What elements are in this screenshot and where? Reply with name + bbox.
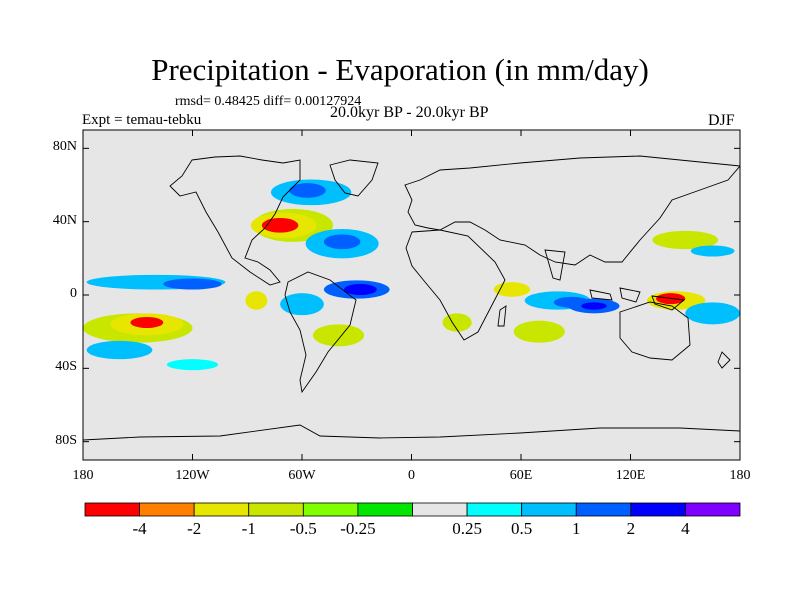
field-southern-ocean-wet [166, 359, 219, 371]
field-mid-atlantic-wet-core [323, 234, 361, 250]
colorbar-swatch [466, 502, 523, 517]
lat-label: 80S [55, 432, 77, 448]
colorbar [84, 502, 741, 517]
field-tropical-atlantic-deep [343, 284, 377, 295]
field-east-pacific-dry [245, 291, 268, 310]
field-central-pacific-wet-core [163, 278, 222, 290]
australia-coast [619, 301, 691, 361]
colorbar-swatch [139, 502, 195, 517]
colorbar-label: 2 [626, 519, 636, 538]
field-kuroshio-wet [690, 245, 735, 257]
antarctica-coast [83, 424, 740, 441]
madagascar-coast [497, 305, 507, 327]
colorbar-label: -4 [132, 519, 147, 538]
colorbar-swatch [412, 502, 468, 517]
plot-title: Precipitation - Evaporation (in mm/day) [151, 52, 649, 87]
lon-label: 180 [729, 468, 751, 483]
lon-label: 60W [288, 468, 316, 483]
field-east-africa-dry [493, 282, 531, 297]
field-southern-indian-dry [513, 320, 565, 343]
colorbar-label: -1 [241, 519, 256, 538]
field-indonesia-deep [581, 302, 607, 310]
field-north-atlantic-dry-center [261, 218, 299, 233]
period-label: 20.0kyr BP - 20.0kyr BP [330, 104, 489, 121]
colorbar-swatch [84, 502, 140, 517]
field-south-atlantic-dry [312, 324, 365, 347]
colorbar-swatch [193, 502, 250, 517]
colorbar-swatch [357, 502, 413, 517]
colorbar-swatch [630, 502, 686, 517]
field-south-pacific-dry-center [130, 317, 164, 328]
colorbar-label: 4 [681, 519, 690, 538]
colorbar-swatch [575, 502, 632, 517]
field-north-pacific-dry [652, 230, 719, 250]
map-background [83, 130, 740, 460]
coastlines [83, 155, 740, 441]
lat-label: 80N [52, 139, 77, 155]
lon-label: 120W [175, 468, 210, 483]
greenland-coast [329, 159, 379, 197]
maritime-continent-coast [589, 287, 686, 311]
north-america-coast [169, 155, 301, 286]
axis-ticks [82, 130, 741, 460]
south-america-coast [284, 271, 357, 394]
colorbar-label: -0.25 [340, 519, 376, 538]
field-south-pacific-wet [86, 340, 153, 360]
new-zealand-coast [717, 351, 731, 369]
lat-label: 40S [55, 359, 77, 375]
lon-label: 120E [615, 468, 646, 483]
lat-label: 40N [52, 212, 77, 228]
field-north-atlantic-wet-core [289, 183, 326, 198]
colorbar-swatch [521, 502, 577, 517]
field-west-pacific-wet [685, 302, 740, 325]
lat-label: 0 [70, 286, 77, 301]
season-label: DJF [708, 112, 735, 129]
colorbar-label: -2 [187, 519, 202, 538]
india-coast [544, 249, 566, 281]
colorbar-label: -0.5 [289, 519, 317, 538]
colorbar-label: 0.5 [511, 519, 533, 538]
colorbar-label: 1 [572, 519, 581, 538]
lon-label: 60E [509, 468, 533, 483]
africa-coast [405, 229, 506, 341]
colorbar-swatch [302, 502, 359, 517]
colorbar-label: 0.25 [452, 519, 482, 538]
stats-line: rmsd= 0.48425 diff= 0.00127924 [175, 94, 362, 109]
lon-label: 0 [408, 468, 415, 483]
colorbar-swatch [248, 502, 304, 517]
colorbar-swatch [685, 502, 741, 517]
experiment-label: Expt = temau-tebku [82, 112, 202, 128]
lon-label: 180 [72, 468, 94, 483]
field-amazon-wet [280, 293, 324, 316]
